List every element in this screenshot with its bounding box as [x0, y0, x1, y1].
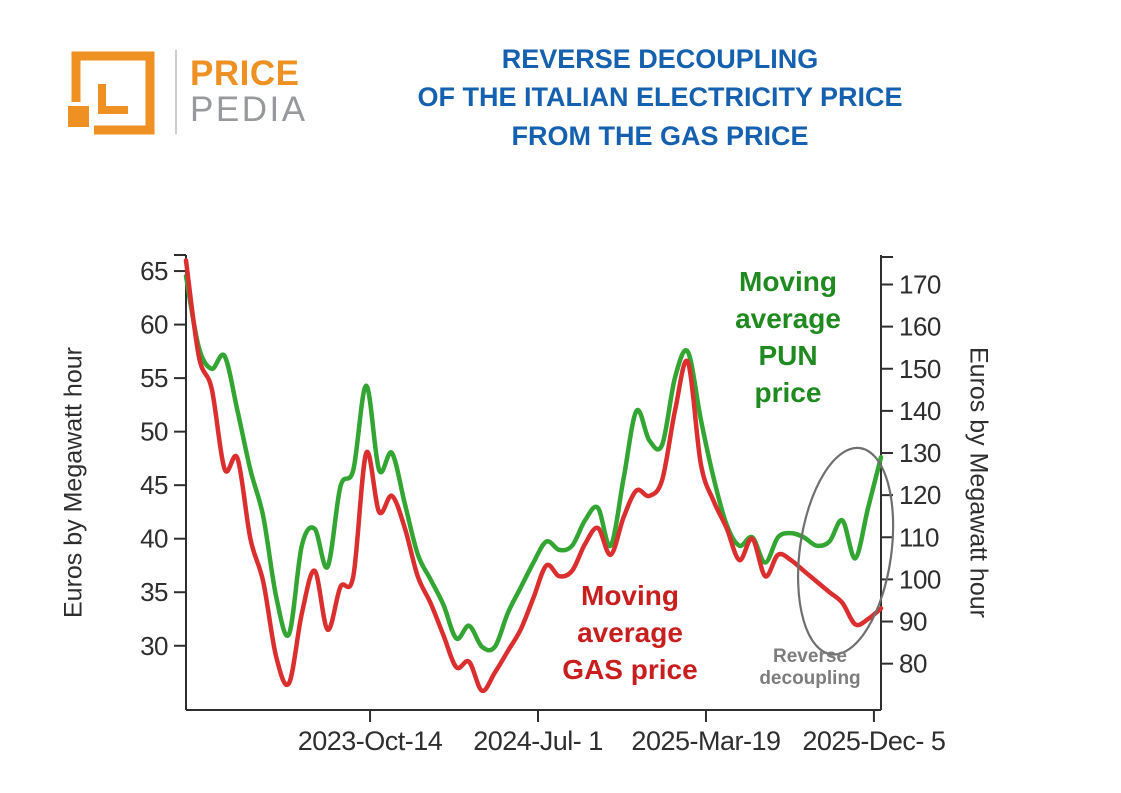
gas-series-label: Moving average GAS price — [562, 580, 698, 685]
title-line-3: FROM THE GAS PRICE — [511, 120, 809, 151]
title-line-1: REVERSE DECOUPLING — [501, 44, 819, 74]
logo-separator — [175, 50, 177, 134]
page-title: REVERSE DECOUPLING OF THE ITALIAN ELECTR… — [310, 40, 1010, 155]
right-tick-label: 130 — [899, 438, 941, 468]
right-tick-label: 150 — [899, 354, 941, 384]
brand-pedia: PEDIA — [190, 90, 308, 129]
brand-price: PRICE — [190, 53, 300, 93]
right-tick-label: 160 — [899, 312, 941, 342]
x-tick-label: 2024-Jul- 1 — [473, 726, 603, 756]
logo-outer-bracket — [71, 51, 155, 135]
left-tick-label: 65 — [140, 256, 168, 286]
x-tick-label: 2025-Mar-19 — [631, 726, 780, 756]
pricepedia-logo: PRICE PEDIA — [62, 42, 308, 142]
x-tick-label: 2025-Dec- 5 — [802, 726, 945, 756]
left-tick-label: 30 — [140, 631, 168, 661]
reverse-decoupling-label: Reverse decoupling — [759, 646, 861, 689]
logo-wordmark: PRICE PEDIA — [190, 53, 308, 129]
title-line-2: OF THE ITALIAN ELECTRICITY PRICE — [417, 82, 903, 113]
left-tick-label: 60 — [140, 310, 168, 340]
right-tick-label: 170 — [899, 269, 941, 299]
right-tick-label: 140 — [899, 396, 941, 426]
right-tick-label: 80 — [899, 649, 927, 679]
pricepedia-logo-icon — [68, 51, 155, 135]
logo-solid-square — [68, 106, 89, 127]
left-tick-label: 55 — [140, 363, 168, 393]
reverse-decoupling-ellipse — [796, 446, 895, 656]
pun-series-label: Moving average PUN price — [735, 266, 841, 408]
logo-inner-bracket — [98, 84, 128, 114]
right-tick-label: 90 — [899, 607, 927, 637]
pun-series-line — [183, 273, 884, 653]
right-tick-label: 100 — [899, 564, 941, 594]
gas-series-line — [183, 258, 884, 693]
right-axis-title: Euros by Megawatt hour — [964, 347, 993, 618]
left-tick-label: 45 — [140, 470, 168, 500]
left-tick-label: 40 — [140, 524, 168, 554]
right-tick-label: 120 — [899, 480, 941, 510]
x-tick-label: 2023-Oct-14 — [298, 726, 443, 756]
left-axis-title: Euros by Megawatt hour — [59, 347, 88, 618]
left-tick-label: 50 — [140, 417, 168, 447]
left-tick-label: 35 — [140, 577, 168, 607]
right-tick-label: 110 — [899, 522, 939, 552]
